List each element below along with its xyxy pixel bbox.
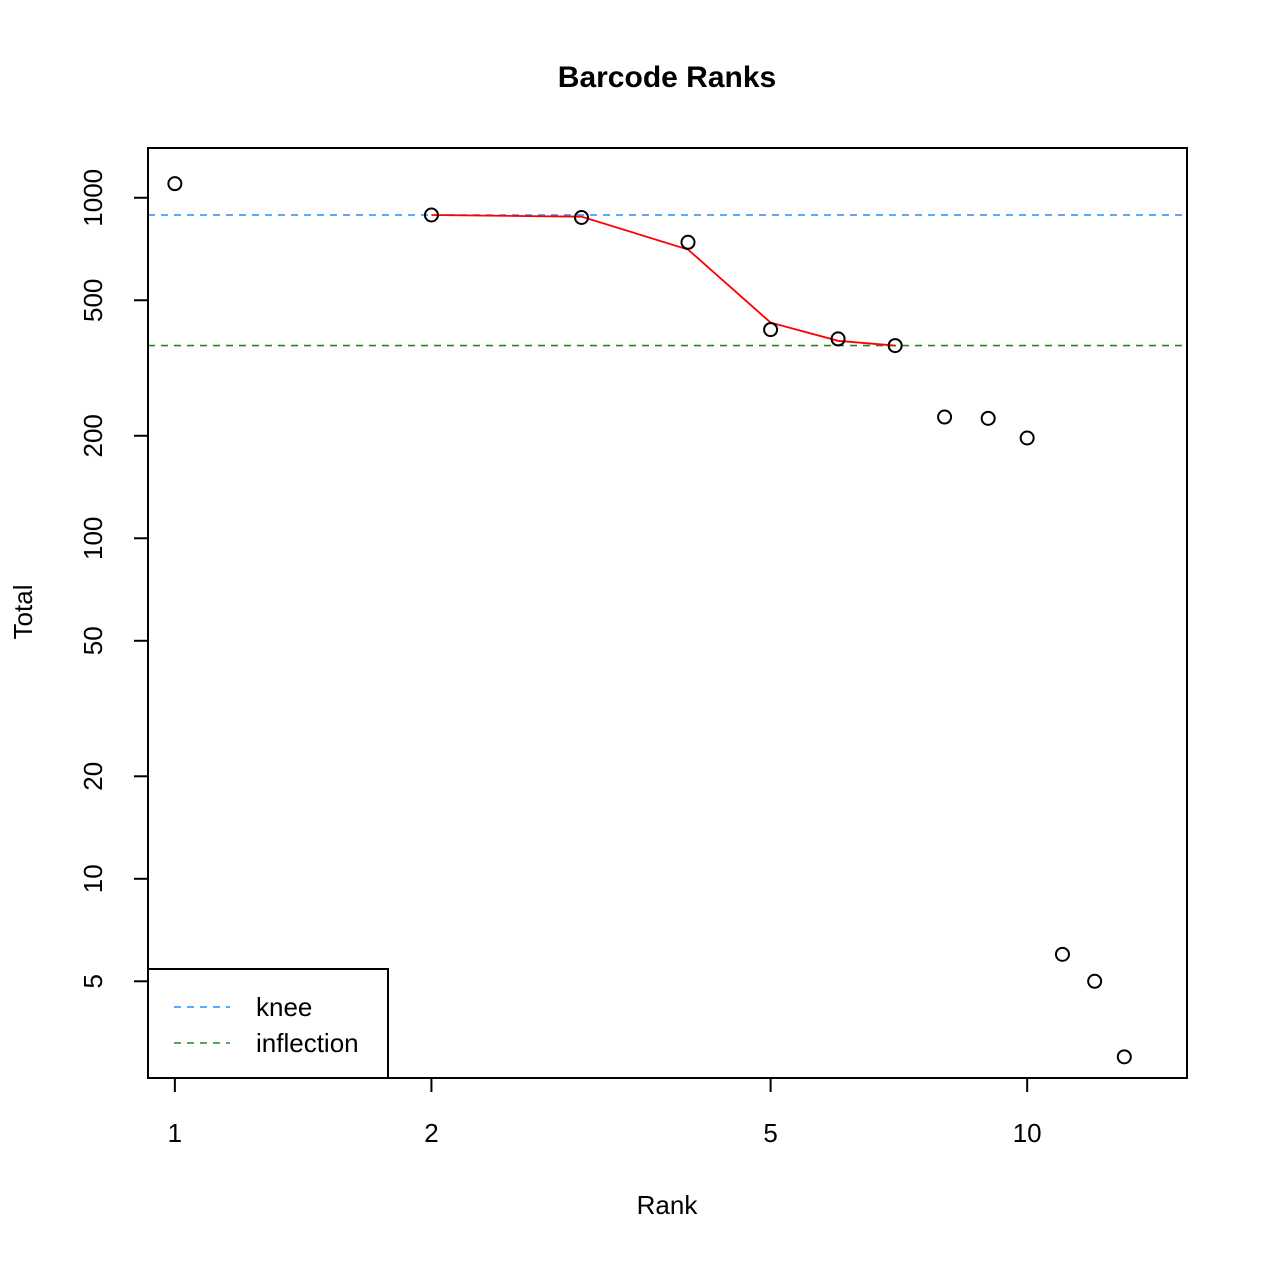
chart-title: Barcode Ranks <box>558 61 776 94</box>
data-point <box>1054 946 1070 962</box>
data-point <box>1087 973 1103 989</box>
data-point <box>887 338 903 354</box>
data-point <box>1019 430 1035 446</box>
data-point <box>980 410 996 426</box>
plot-frame <box>147 147 1188 1079</box>
data-point <box>680 234 696 250</box>
y-axis: 5 10 20 50 100 200 500 1000 <box>78 169 148 989</box>
x-tick-label: 2 <box>424 1118 438 1148</box>
legend-label: knee <box>256 992 312 1022</box>
legend-label: inflection <box>256 1028 359 1058</box>
fitted-curve-line <box>431 214 896 347</box>
fitted-curve-layer <box>431 214 896 347</box>
y-tick-label: 200 <box>78 414 108 457</box>
legend: knee inflection <box>147 968 389 1079</box>
x-tick-label: 5 <box>763 1118 777 1148</box>
data-point <box>167 176 183 192</box>
y-tick-label: 20 <box>78 762 108 791</box>
x-tick-label: 1 <box>168 1118 182 1148</box>
data-point <box>1116 1049 1132 1065</box>
y-tick-label: 100 <box>78 517 108 560</box>
y-tick-label: 5 <box>78 974 108 988</box>
legend-box <box>147 968 389 1079</box>
data-point <box>423 207 439 223</box>
y-tick-label: 10 <box>78 864 108 893</box>
data-points-layer <box>167 176 1132 1065</box>
x-tick-label: 10 <box>1013 1118 1042 1148</box>
x-axis: 1 2 5 10 <box>168 1078 1042 1148</box>
y-tick-label: 1000 <box>78 169 108 227</box>
y-tick-label: 50 <box>78 626 108 655</box>
data-point <box>574 210 590 226</box>
reference-lines <box>148 214 1187 347</box>
data-point <box>830 331 846 347</box>
x-axis-label: Rank <box>637 1190 699 1220</box>
y-tick-label: 500 <box>78 279 108 322</box>
data-point <box>763 322 779 338</box>
data-point <box>937 409 953 425</box>
y-axis-label: Total <box>8 585 38 640</box>
